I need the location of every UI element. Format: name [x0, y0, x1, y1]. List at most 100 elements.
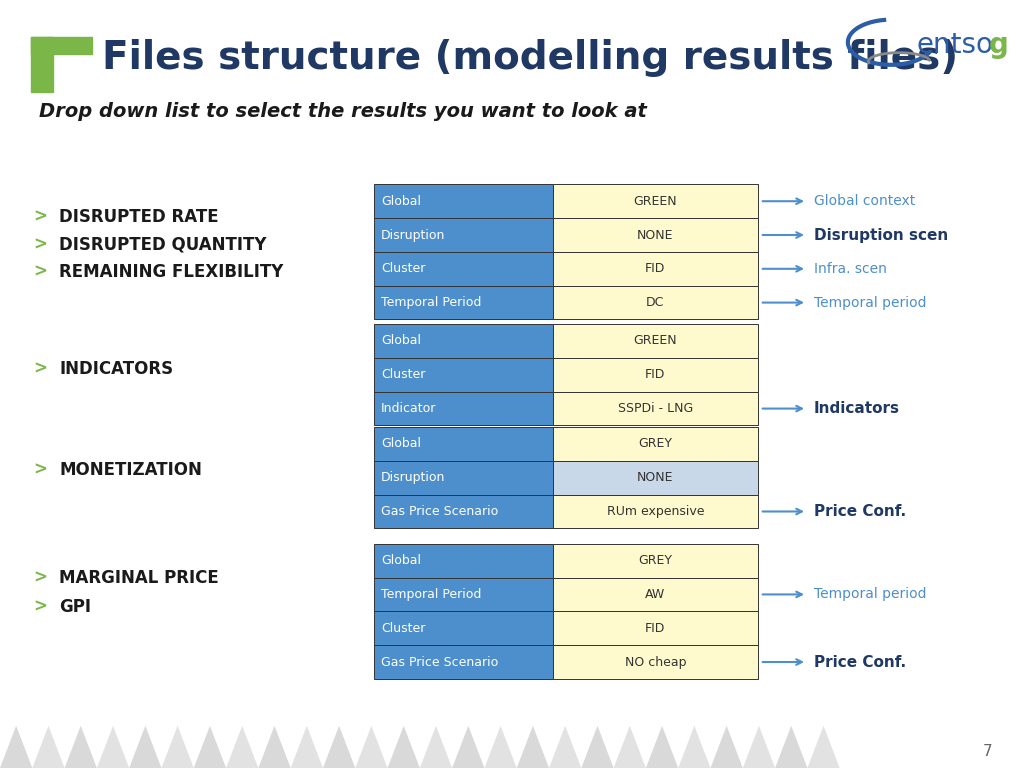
Polygon shape: [129, 726, 162, 768]
Bar: [374, 461, 553, 495]
Bar: [553, 252, 758, 286]
Text: RUm expensive: RUm expensive: [606, 505, 705, 518]
Bar: [553, 218, 758, 252]
Polygon shape: [226, 726, 258, 768]
Bar: [31, 37, 53, 92]
Bar: [553, 392, 758, 425]
Bar: [374, 218, 553, 252]
Text: REMAINING FLEXIBILITY: REMAINING FLEXIBILITY: [59, 263, 284, 281]
Text: AW: AW: [645, 588, 666, 601]
Polygon shape: [582, 726, 613, 768]
Text: GREY: GREY: [638, 438, 673, 450]
Polygon shape: [711, 726, 742, 768]
Polygon shape: [613, 726, 646, 768]
Bar: [553, 645, 758, 679]
Bar: [553, 461, 758, 495]
Text: MARGINAL PRICE: MARGINAL PRICE: [59, 568, 219, 587]
Bar: [553, 427, 758, 461]
Text: INDICATORS: INDICATORS: [59, 359, 173, 378]
Polygon shape: [453, 726, 484, 768]
Text: entso: entso: [916, 31, 993, 58]
Text: Global: Global: [381, 195, 421, 207]
Text: Cluster: Cluster: [381, 263, 425, 275]
Text: >: >: [33, 598, 47, 616]
Bar: [553, 286, 758, 319]
Text: >: >: [33, 568, 47, 587]
Bar: [553, 324, 758, 358]
Polygon shape: [517, 726, 549, 768]
Text: >: >: [33, 235, 47, 253]
Bar: [374, 358, 553, 392]
Text: GREEN: GREEN: [634, 195, 677, 207]
Text: GREEN: GREEN: [634, 335, 677, 347]
Bar: [553, 184, 758, 218]
Text: Gas Price Scenario: Gas Price Scenario: [381, 505, 499, 518]
Bar: [374, 544, 553, 578]
Text: NONE: NONE: [637, 229, 674, 241]
Bar: [553, 544, 758, 578]
Text: >: >: [33, 207, 47, 226]
Text: NONE: NONE: [637, 472, 674, 484]
Bar: [31, 37, 92, 54]
Bar: [553, 578, 758, 611]
Text: DC: DC: [646, 296, 665, 309]
Polygon shape: [807, 726, 840, 768]
Bar: [374, 578, 553, 611]
Polygon shape: [258, 726, 291, 768]
Polygon shape: [162, 726, 194, 768]
Polygon shape: [387, 726, 420, 768]
Text: Disruption: Disruption: [381, 472, 445, 484]
Bar: [374, 184, 553, 218]
Text: Price Conf.: Price Conf.: [814, 654, 906, 670]
Text: MONETIZATION: MONETIZATION: [59, 461, 203, 479]
Polygon shape: [0, 726, 33, 768]
Polygon shape: [775, 726, 807, 768]
Text: Temporal period: Temporal period: [814, 588, 927, 601]
Polygon shape: [33, 726, 65, 768]
Bar: [374, 645, 553, 679]
Text: SSPDi - LNG: SSPDi - LNG: [617, 402, 693, 415]
Text: Indicator: Indicator: [381, 402, 436, 415]
Text: Global: Global: [381, 335, 421, 347]
Text: Gas Price Scenario: Gas Price Scenario: [381, 656, 499, 668]
Bar: [374, 427, 553, 461]
Text: Infra. scen: Infra. scen: [814, 262, 887, 276]
Text: >: >: [33, 359, 47, 378]
Bar: [374, 495, 553, 528]
Bar: [374, 286, 553, 319]
Text: >: >: [33, 263, 47, 281]
Text: Cluster: Cluster: [381, 369, 425, 381]
Polygon shape: [291, 726, 323, 768]
Text: NO cheap: NO cheap: [625, 656, 686, 668]
Polygon shape: [65, 726, 97, 768]
Text: FID: FID: [645, 622, 666, 634]
Text: GPI: GPI: [59, 598, 91, 616]
Bar: [553, 611, 758, 645]
Polygon shape: [484, 726, 517, 768]
Text: Disruption: Disruption: [381, 229, 445, 241]
Text: Cluster: Cluster: [381, 622, 425, 634]
Text: Drop down list to select the results you want to look at: Drop down list to select the results you…: [39, 102, 647, 121]
Text: Global: Global: [381, 554, 421, 567]
Bar: [374, 252, 553, 286]
Text: Global: Global: [381, 438, 421, 450]
Text: Temporal Period: Temporal Period: [381, 296, 481, 309]
Text: Indicators: Indicators: [814, 401, 900, 416]
Text: >: >: [33, 461, 47, 479]
Bar: [374, 392, 553, 425]
Bar: [553, 495, 758, 528]
Bar: [553, 358, 758, 392]
Text: Temporal Period: Temporal Period: [381, 588, 481, 601]
Text: GREY: GREY: [638, 554, 673, 567]
Polygon shape: [194, 726, 226, 768]
Polygon shape: [355, 726, 387, 768]
Text: Global context: Global context: [814, 194, 915, 208]
Text: Files structure (modelling results files): Files structure (modelling results files…: [102, 38, 958, 77]
Text: Disruption scen: Disruption scen: [814, 227, 948, 243]
Polygon shape: [97, 726, 129, 768]
Polygon shape: [323, 726, 355, 768]
Polygon shape: [420, 726, 453, 768]
Text: FID: FID: [645, 263, 666, 275]
Polygon shape: [646, 726, 678, 768]
Text: Price Conf.: Price Conf.: [814, 504, 906, 519]
